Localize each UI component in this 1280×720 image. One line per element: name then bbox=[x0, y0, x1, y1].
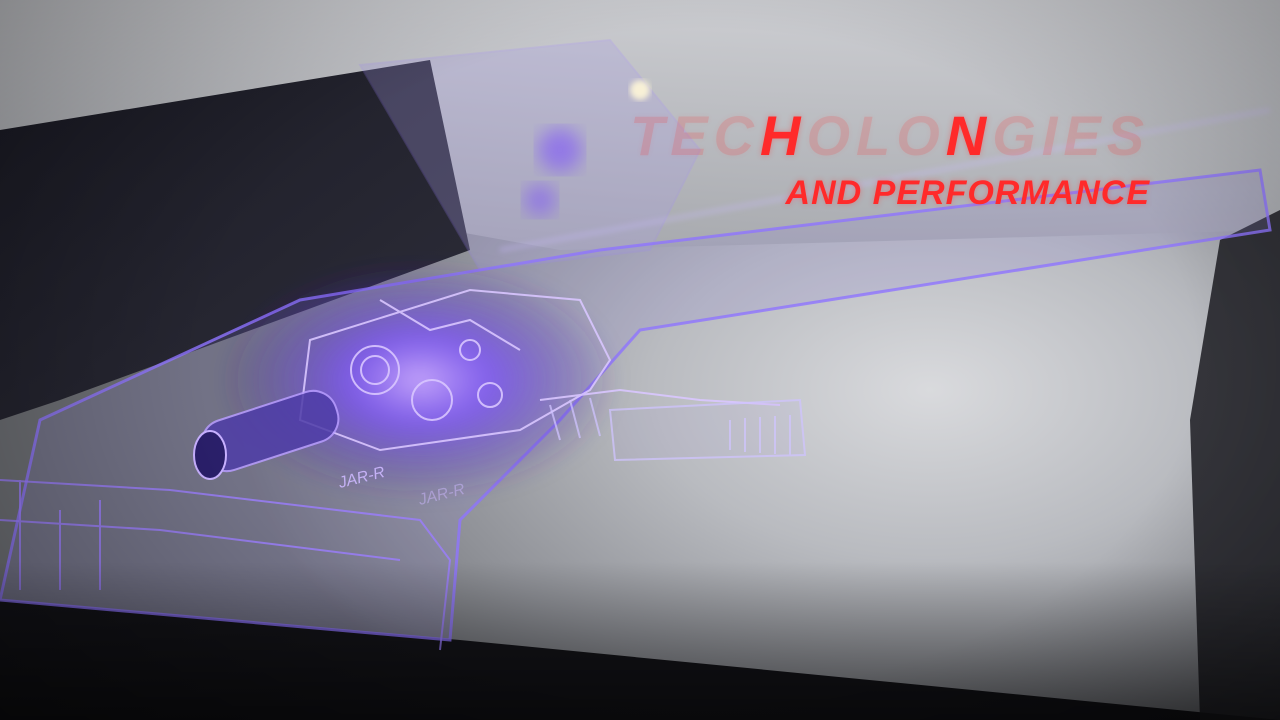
subline: AND PERFORMANCE bbox=[785, 174, 1150, 212]
light-point bbox=[630, 80, 650, 100]
light-point bbox=[538, 128, 582, 172]
core-glow bbox=[220, 260, 620, 500]
headline-faded-suffix: GIES bbox=[992, 104, 1151, 167]
light-point bbox=[524, 184, 556, 216]
headline-faded-mid: OLO bbox=[806, 104, 946, 167]
headline-letter-n: N bbox=[945, 104, 993, 167]
right-edge bbox=[1190, 210, 1280, 720]
headline-letter-h: H bbox=[760, 104, 807, 167]
title-overlay: TECHOLONGIES AND PERFORMANCE bbox=[630, 108, 1150, 212]
headline-faded-prefix: TEC bbox=[630, 104, 760, 167]
headline: TECHOLONGIES bbox=[630, 108, 1150, 164]
